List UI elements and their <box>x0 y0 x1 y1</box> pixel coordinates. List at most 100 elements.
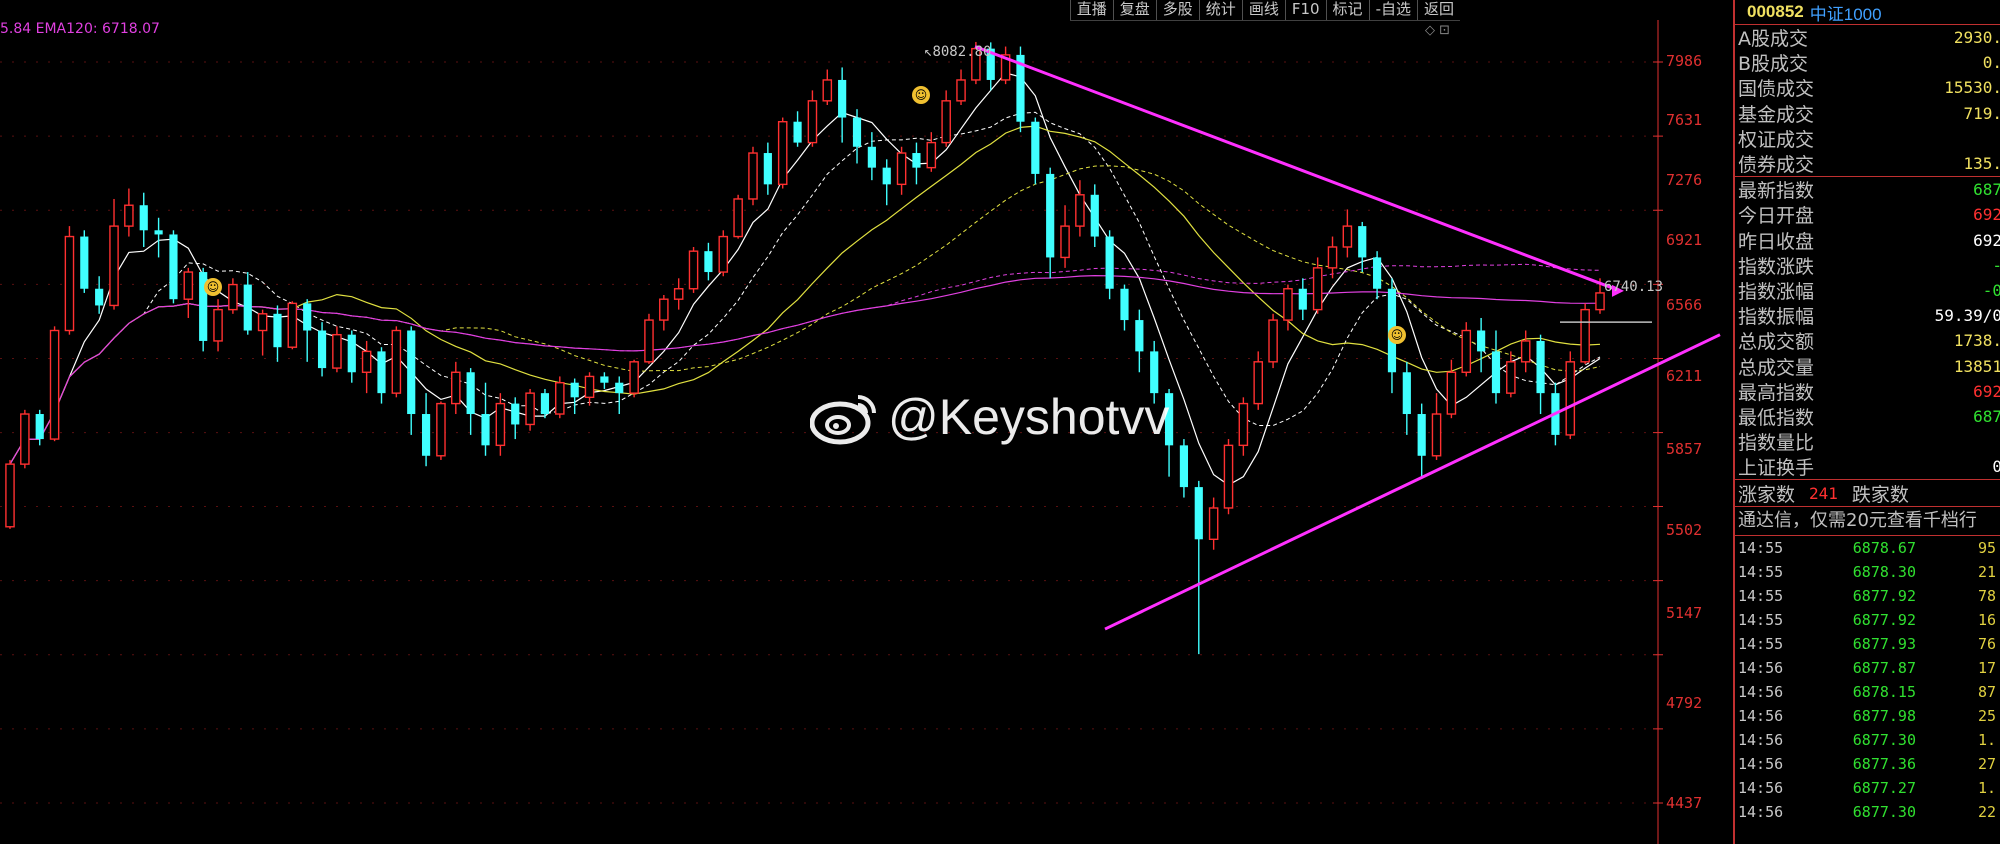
peak-price-label: ↖8082.80 <box>924 44 992 60</box>
tick-row: 14:55 6878.30 21 <box>1735 560 2000 584</box>
candle-body <box>644 319 654 363</box>
tick-volume: 21 <box>1977 563 1996 582</box>
y-axis-label: 4792 <box>1666 694 1703 712</box>
toolbar-f10-button[interactable]: F10 <box>1284 0 1326 20</box>
candle-body <box>688 250 699 290</box>
candle-body <box>1046 173 1055 258</box>
stat-row: A股成交 2930. <box>1735 25 2000 50</box>
stat-label: B股成交 <box>1738 53 1809 76</box>
candle-body <box>912 153 921 168</box>
candle-body <box>763 153 772 185</box>
ema-indicator-label: 5.84 EMA120: 6718.07 <box>0 21 160 37</box>
smiley-icon[interactable]: ☺ <box>1388 326 1406 344</box>
tick-price: 6877.98 <box>1852 707 1916 726</box>
candle-body <box>986 48 995 80</box>
stat-value: 719. <box>1963 103 2000 123</box>
candle-body <box>511 403 520 425</box>
kline-chart[interactable] <box>0 0 1730 844</box>
tick-price: 6877.87 <box>1852 659 1916 678</box>
candle-body <box>1268 319 1278 363</box>
tick-row: 14:56 6877.30 1. <box>1735 728 2000 752</box>
smiley-icon[interactable]: ☺ <box>912 86 930 104</box>
tick-time: 14:56 <box>1738 659 1784 678</box>
y-axis-label: 7986 <box>1666 52 1703 70</box>
candle-body <box>1402 372 1411 415</box>
toolbar-draw-line-button[interactable]: 画线 <box>1241 0 1285 20</box>
breadth-row: 涨家数 241 跌家数 <box>1735 479 2000 508</box>
toolbar-statistics-button[interactable]: 统计 <box>1198 0 1242 20</box>
candle-body <box>555 382 565 415</box>
stat-row: 指数量比 <box>1735 429 2000 454</box>
y-axis-label: 7631 <box>1666 111 1703 129</box>
candle-body <box>80 236 89 289</box>
promo-notice[interactable]: 通达信，仅需20元查看千档行 <box>1735 507 2000 537</box>
ma5-line <box>9 72 1601 486</box>
candle-body <box>1179 445 1189 488</box>
tick-row: 14:56 6877.27 1. <box>1735 776 2000 800</box>
stat-label: A股成交 <box>1738 28 1808 51</box>
upper-trendline-arrow <box>1612 284 1624 297</box>
diamond-icon[interactable]: ◇ <box>1424 23 1435 38</box>
close-icon[interactable]: ⊡ <box>1439 23 1450 38</box>
candle-body <box>926 141 937 169</box>
kline-chart-area[interactable]: 直播 复盘 多股 统计 画线 F10 标记 -自选 返回 ◇ ⊡ 5.84 EM… <box>0 0 1730 844</box>
tick-time: 14:55 <box>1738 563 1784 582</box>
tick-volume: 1. <box>1977 731 1996 750</box>
tick-time: 14:55 <box>1738 587 1784 606</box>
candle-body <box>1223 444 1234 509</box>
stat-label: 最低指数 <box>1738 406 1815 429</box>
chart-corner-icons[interactable]: ◇ ⊡ <box>1425 23 1450 38</box>
stat-value: 13851 <box>1953 356 2000 376</box>
stat-label: 最高指数 <box>1738 381 1815 404</box>
candle-body <box>1031 121 1040 174</box>
lower-trendline <box>1104 333 1721 631</box>
candle-body <box>95 288 104 306</box>
candle-body <box>317 330 327 369</box>
stat-row: 昨日收盘 692 <box>1735 228 2000 253</box>
y-axis-label: 6566 <box>1666 296 1703 314</box>
toolbar-mark-button[interactable]: 标记 <box>1325 0 1369 20</box>
stat-label: 昨日收盘 <box>1738 230 1815 253</box>
candle-body <box>451 371 461 405</box>
candle-body <box>867 146 876 168</box>
y-axis-label: 4437 <box>1666 794 1703 812</box>
candle-body <box>1075 194 1085 227</box>
candle-body <box>391 329 402 394</box>
tick-price: 6877.30 <box>1852 731 1916 750</box>
toolbar-back-button[interactable]: 返回 <box>1416 0 1460 20</box>
stat-value: 692 <box>1973 381 2000 401</box>
candle-body <box>421 414 431 456</box>
toolbar-replay-button[interactable]: 复盘 <box>1112 0 1156 20</box>
tick-time: 14:56 <box>1738 779 1784 798</box>
tick-time: 14:55 <box>1738 635 1784 654</box>
tick-time: 14:55 <box>1738 539 1784 558</box>
tick-row: 14:55 6877.92 16 <box>1735 608 2000 632</box>
y-axis-label: 5147 <box>1666 604 1703 622</box>
stat-label: 指数涨幅 <box>1738 280 1815 303</box>
tick-volume: 16 <box>1977 611 1996 630</box>
toolbar-watchlist-button[interactable]: -自选 <box>1368 0 1417 20</box>
chart-toolbar: 直播 复盘 多股 统计 画线 F10 标记 -自选 返回 <box>1069 0 1460 21</box>
stat-label: 指数振幅 <box>1738 306 1815 329</box>
tick-volume: 22 <box>1977 803 1996 822</box>
candle-body <box>1373 257 1382 289</box>
stat-label: 最新指数 <box>1738 180 1815 203</box>
stat-value: 687 <box>1973 406 2000 426</box>
tick-volume: 27 <box>1977 755 1996 774</box>
toolbar-multi-stock-button[interactable]: 多股 <box>1155 0 1199 20</box>
tick-list[interactable]: 14:55 6878.67 95 14:55 6878.30 21 14:55 6877.92… <box>1735 536 2000 824</box>
y-axis-label: 6211 <box>1666 367 1703 385</box>
tick-price: 6877.30 <box>1852 803 1916 822</box>
peak-marker-icon: ↖ <box>924 44 933 60</box>
candle-body <box>495 402 506 447</box>
candle-body <box>347 334 356 373</box>
candle-body <box>1417 414 1426 456</box>
tick-price: 6878.30 <box>1852 563 1916 582</box>
tick-time: 14:56 <box>1738 707 1784 726</box>
toolbar-live-button[interactable]: 直播 <box>1069 0 1113 20</box>
y-axis-label: 5502 <box>1666 521 1703 539</box>
smiley-icon[interactable]: ☺ <box>204 278 222 296</box>
tick-time: 14:56 <box>1738 731 1784 750</box>
stat-row: 最低指数 687 <box>1735 404 2000 429</box>
security-name[interactable]: 中证1000 <box>1809 4 1882 24</box>
